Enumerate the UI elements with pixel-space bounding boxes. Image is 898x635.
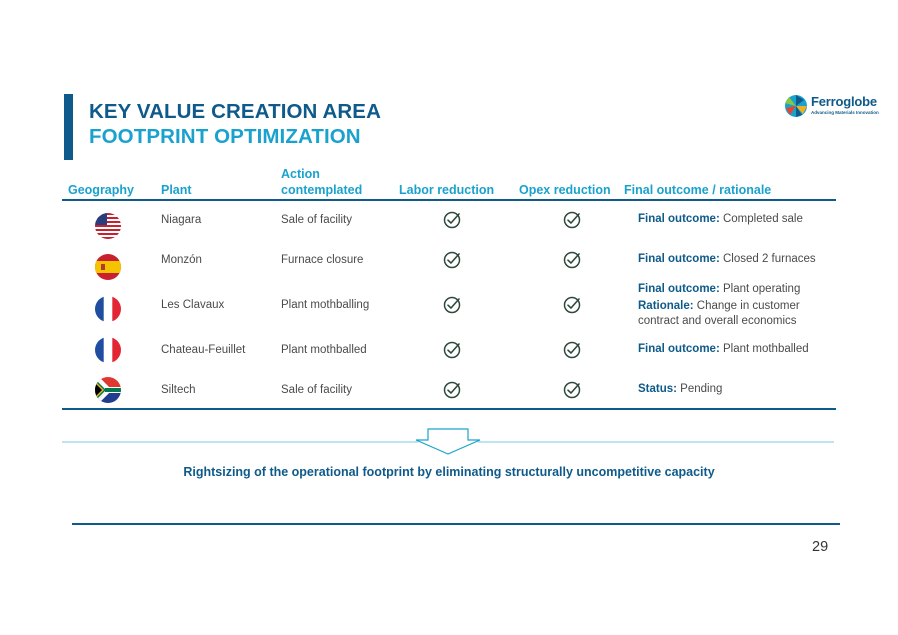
header-action-line1: Action — [281, 167, 320, 181]
down-arrow-divider — [62, 428, 834, 455]
outcome-cell: Status: Pending — [638, 382, 722, 397]
flag-spain-icon — [95, 254, 121, 280]
labor-check-icon — [443, 381, 461, 399]
header-action: Action contemplated — [281, 166, 362, 198]
outcome-cell: Final outcome: Plant operating Rationale… — [638, 282, 800, 329]
page-number: 29 — [812, 539, 829, 555]
labor-check-icon — [443, 341, 461, 359]
table-bottom-rule — [62, 408, 836, 410]
outcome-text: Plant operating — [719, 283, 801, 295]
flag-south-africa-icon — [95, 377, 121, 403]
opex-check-icon — [563, 211, 581, 229]
outcome-label: Final outcome: — [638, 283, 720, 295]
outcome-cell: Final outcome: Completed sale — [638, 212, 803, 227]
conclusion-text: Rightsizing of the operational footprint… — [183, 465, 715, 479]
action-text: Plant mothballing — [281, 299, 370, 311]
footer-rule — [72, 523, 840, 525]
page-subtitle: FOOTPRINT OPTIMIZATION — [89, 125, 361, 148]
header-geography: Geography — [68, 183, 134, 197]
table-top-rule — [62, 199, 836, 201]
opex-check-icon — [563, 381, 581, 399]
flag-france-icon — [95, 337, 121, 363]
outcome-label: Rationale: — [638, 300, 694, 312]
action-text: Sale of facility — [281, 214, 352, 226]
labor-check-icon — [443, 211, 461, 229]
company-logo: Ferroglobe Advancing Materials Innovatio… — [784, 92, 879, 122]
outcome-text: Change in customer — [693, 300, 800, 312]
header-action-line2: contemplated — [281, 183, 363, 197]
action-text: Furnace closure — [281, 254, 364, 266]
logo-name: Ferroglobe — [811, 94, 877, 109]
outcome-text: Closed 2 furnaces — [719, 253, 816, 265]
plant-name: Niagara — [161, 214, 202, 226]
header-labor: Labor reduction — [399, 183, 495, 197]
header-plant: Plant — [161, 183, 192, 197]
outcome-text: Pending — [676, 383, 723, 395]
outcome-label: Final outcome: — [638, 253, 720, 265]
outcome-cell: Final outcome: Plant mothballed — [638, 342, 809, 357]
logo-icon — [785, 95, 807, 117]
plant-name: Monzón — [161, 254, 202, 266]
title-accent-bar — [64, 94, 73, 160]
header-opex: Opex reduction — [519, 183, 611, 197]
outcome-text: Plant mothballed — [719, 343, 809, 355]
flag-france-icon — [95, 296, 121, 322]
outcome-cell: Final outcome: Closed 2 furnaces — [638, 252, 816, 267]
plant-name: Siltech — [161, 384, 196, 396]
flag-usa-icon — [95, 213, 121, 239]
opex-check-icon — [563, 251, 581, 269]
labor-check-icon — [443, 251, 461, 269]
plant-name: Les Clavaux — [161, 299, 225, 311]
page-title: KEY VALUE CREATION AREA — [89, 100, 381, 123]
outcome-label: Final outcome: — [638, 343, 720, 355]
action-text: Sale of facility — [281, 384, 352, 396]
labor-check-icon — [443, 296, 461, 314]
outcome-label: Final outcome: — [638, 213, 720, 225]
outcome-label: Status: — [638, 383, 677, 395]
opex-check-icon — [563, 296, 581, 314]
header-outcome: Final outcome / rationale — [624, 183, 772, 197]
outcome-text: Completed sale — [719, 213, 803, 225]
plant-name: Chateau-Feuillet — [161, 344, 246, 356]
action-text: Plant mothballed — [281, 344, 367, 356]
logo-tagline: Advancing Materials Innovation — [811, 110, 879, 115]
outcome-text: contract and overall economics — [638, 315, 797, 327]
opex-check-icon — [563, 341, 581, 359]
